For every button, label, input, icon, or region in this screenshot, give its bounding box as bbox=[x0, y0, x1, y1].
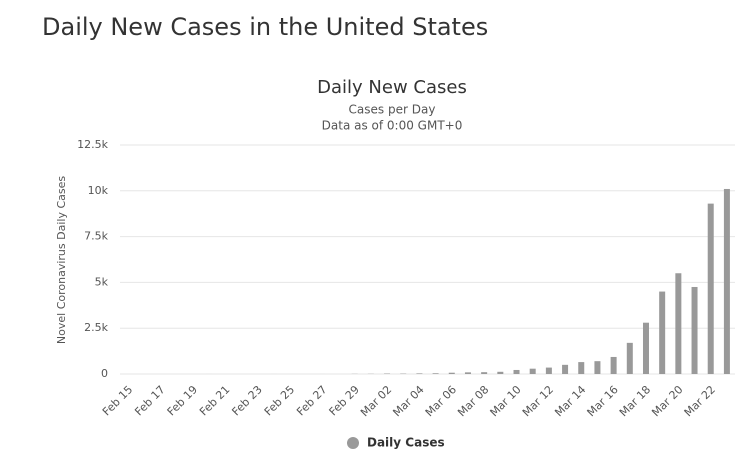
chart-subtitle: Data as of 0:00 GMT+0 bbox=[322, 119, 463, 133]
x-tick-label: Mar 04 bbox=[390, 383, 426, 419]
bar[interactable] bbox=[416, 373, 423, 374]
bar[interactable] bbox=[481, 372, 488, 374]
x-tick-label: Feb 19 bbox=[165, 383, 200, 418]
bar[interactable] bbox=[497, 371, 504, 374]
x-tick-label: Mar 06 bbox=[423, 383, 459, 419]
y-tick-label: 10k bbox=[88, 184, 109, 197]
y-tick-label: 0 bbox=[101, 367, 108, 380]
x-tick-label: Feb 21 bbox=[197, 383, 232, 418]
x-tick-label: Feb 15 bbox=[100, 383, 135, 418]
x-tick-label: Feb 25 bbox=[262, 383, 297, 418]
bar[interactable] bbox=[448, 372, 455, 374]
bar[interactable] bbox=[513, 369, 520, 374]
x-tick-label: Feb 29 bbox=[327, 383, 362, 418]
x-tick-label: Feb 17 bbox=[132, 383, 167, 418]
x-tick-label: Mar 02 bbox=[358, 383, 394, 419]
bar[interactable] bbox=[545, 367, 552, 374]
bar[interactable] bbox=[691, 286, 698, 374]
x-tick-label: Mar 14 bbox=[552, 383, 588, 419]
x-tick-label: Mar 18 bbox=[617, 383, 653, 419]
bar[interactable] bbox=[578, 362, 585, 374]
bar[interactable] bbox=[464, 372, 471, 374]
legend-label[interactable]: Daily Cases bbox=[367, 436, 445, 450]
page-title: Daily New Cases in the United States bbox=[42, 13, 488, 41]
bar[interactable] bbox=[659, 291, 666, 374]
y-tick-label: 2.5k bbox=[84, 321, 108, 334]
bar[interactable] bbox=[642, 322, 649, 374]
chart-title: Daily New Cases bbox=[317, 77, 467, 98]
x-tick-label: Mar 20 bbox=[649, 383, 685, 419]
bar[interactable] bbox=[626, 342, 633, 374]
x-tick-label: Mar 12 bbox=[520, 383, 556, 419]
x-tick-label: Mar 22 bbox=[682, 383, 718, 419]
y-tick-label: 12.5k bbox=[77, 138, 108, 151]
bar[interactable] bbox=[675, 273, 682, 374]
bar[interactable] bbox=[432, 373, 439, 374]
x-tick-label: Mar 16 bbox=[585, 383, 621, 419]
y-tick-label: 5k bbox=[95, 275, 109, 288]
bar[interactable] bbox=[562, 364, 569, 374]
chart-subtitle: Cases per Day bbox=[349, 103, 436, 117]
bar[interactable] bbox=[707, 203, 714, 374]
legend-marker[interactable] bbox=[347, 437, 359, 449]
x-tick-label: Mar 10 bbox=[488, 383, 524, 419]
bar[interactable] bbox=[529, 368, 536, 374]
bar[interactable] bbox=[594, 361, 601, 374]
x-tick-label: Mar 08 bbox=[455, 383, 491, 419]
bar[interactable] bbox=[723, 188, 730, 374]
y-axis-title: Novel Coronavirus Daily Cases bbox=[55, 176, 68, 344]
bar[interactable] bbox=[610, 356, 617, 374]
y-tick-label: 7.5k bbox=[84, 230, 108, 243]
x-tick-label: Feb 23 bbox=[229, 383, 264, 418]
x-tick-label: Feb 27 bbox=[294, 383, 329, 418]
